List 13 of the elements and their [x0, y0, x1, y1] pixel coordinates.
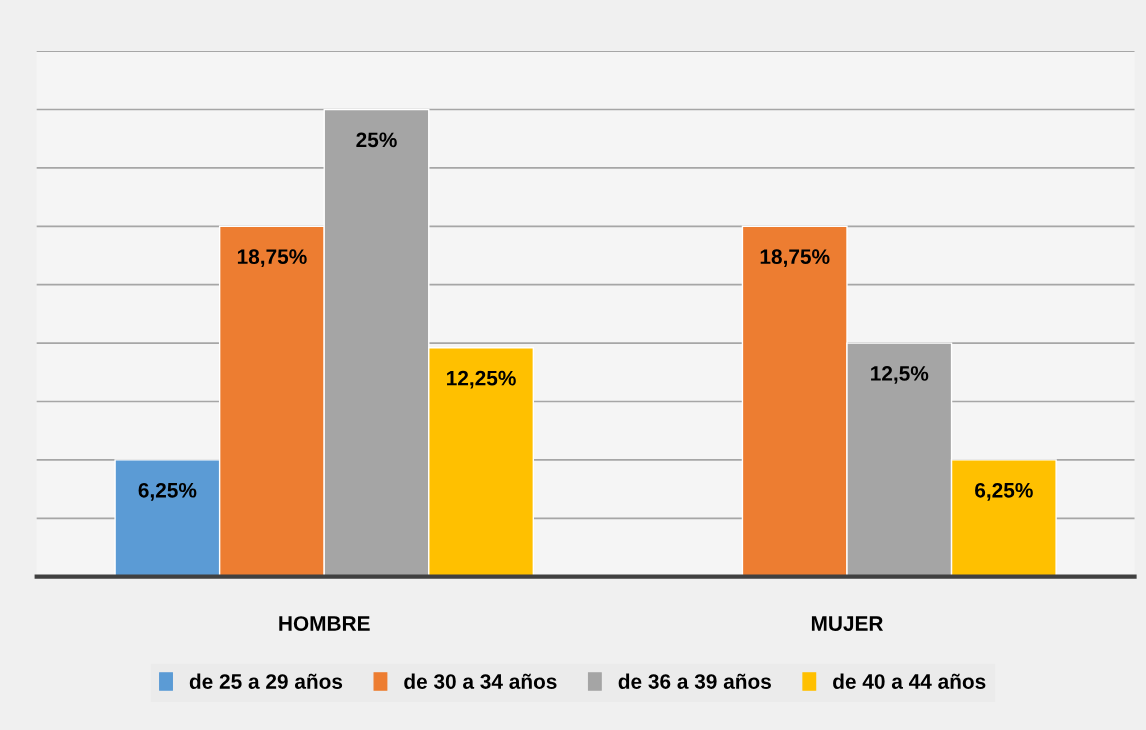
legend-label: de 36 a 39 años: [618, 673, 771, 689]
legend-label: de 40 a 44 años: [833, 673, 986, 689]
legend-label: de 30 a 34 años: [404, 673, 557, 689]
data-label: 6,25%: [138, 482, 197, 501]
data-label: 12,5%: [871, 366, 929, 384]
data-label: 12,25%: [447, 370, 516, 389]
data-label: 6,25%: [975, 482, 1033, 501]
legend-label: de 25 a 29 años: [189, 673, 343, 689]
data-label: 18,75%: [237, 249, 307, 268]
data-label: 18,75%: [760, 249, 830, 268]
data-label: 25%: [356, 132, 397, 148]
x-tick-label: HOMBRE: [279, 616, 370, 631]
x-tick-label: MUJER: [811, 616, 884, 631]
